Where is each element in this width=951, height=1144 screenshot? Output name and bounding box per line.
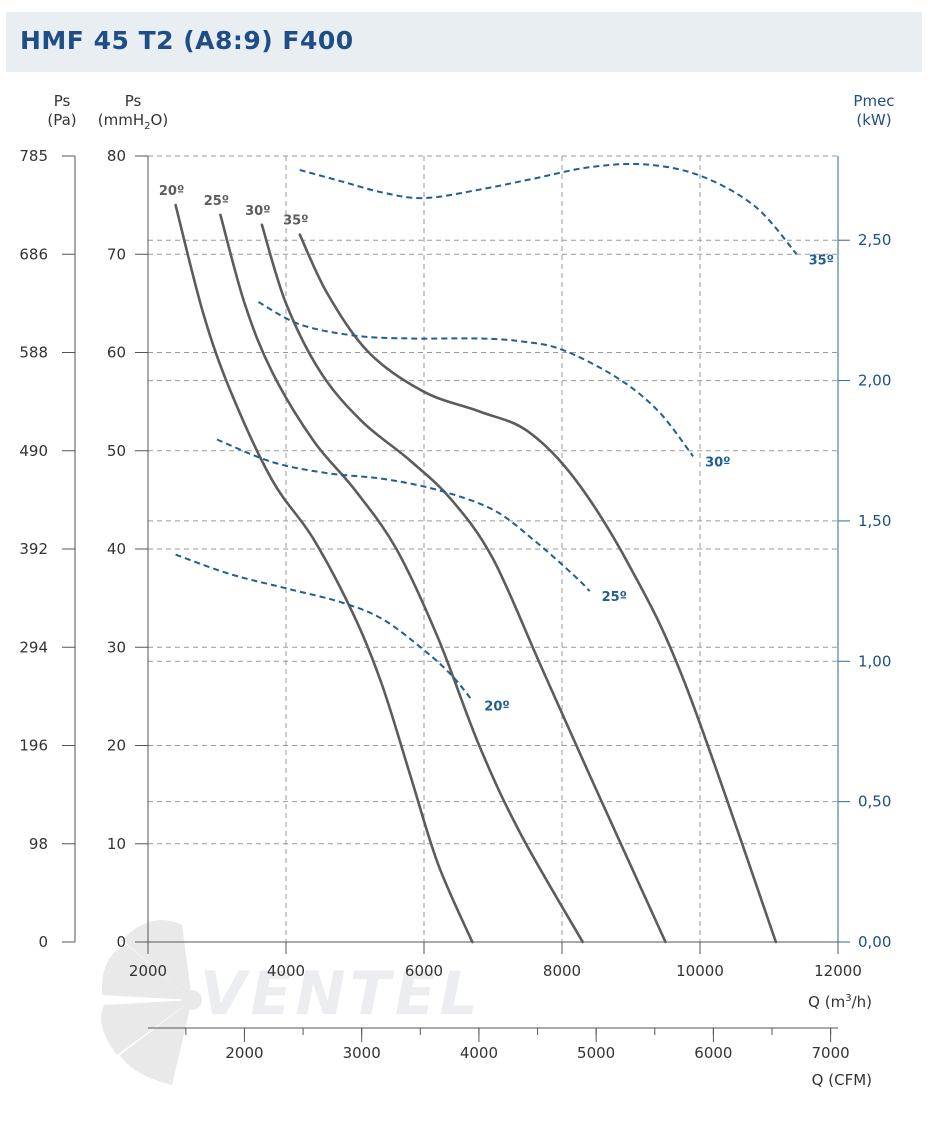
mmh2o-tick-label: 20 [107, 737, 126, 755]
cfm-tick-label: 3000 [343, 1044, 381, 1062]
pressure-curve-label: 20º [159, 184, 184, 199]
pa-tick-label: 785 [19, 147, 48, 165]
kw-tick-label: 0,50 [858, 793, 891, 811]
left-mmh2o-axis-label: Ps [125, 92, 142, 110]
power-curve-label: 30º [705, 455, 730, 470]
mmh2o-tick-label: 10 [107, 835, 126, 853]
power-curve-label: 35º [809, 253, 834, 268]
cfm-tick-label: 5000 [577, 1044, 615, 1062]
pa-tick-label: 196 [19, 737, 48, 755]
cfm-tick-label: 2000 [225, 1044, 263, 1062]
bottom-cfm-axis-label: Q (CFM) [812, 1071, 872, 1089]
power-curves: 20º 25º 30º 35º [175, 162, 834, 715]
m3h-label-part-1: Q (m [808, 993, 845, 1011]
mmh2o-tick-label: 30 [107, 638, 126, 656]
kw-tick-label: 2,50 [858, 231, 891, 249]
pa-tick-label: 686 [19, 245, 48, 263]
kw-tick-label: 1,00 [858, 652, 891, 670]
unit-subscript: 2 [144, 121, 150, 132]
axis-labels: Ps (Pa) Ps (mmH2O) Pmec (kW) Q (m3/h) Q … [47, 92, 894, 1089]
m3h-label-part-2: /h) [852, 993, 872, 1011]
kw-tick-label: 1,50 [858, 512, 891, 530]
pressure-curve [298, 233, 778, 944]
m3h-tick-label: 2000 [129, 962, 167, 980]
m3h-tick-label: 12000 [814, 962, 862, 980]
cfm-tick-label: 7000 [812, 1044, 850, 1062]
watermark: VENTEL [100, 920, 482, 1085]
grid [148, 155, 838, 942]
left-pa-axis-label: Ps [54, 92, 71, 110]
left-pa-axis-unit: (Pa) [47, 111, 76, 129]
left-mmh2o-axis-unit: (mmH2O) [98, 111, 168, 132]
pa-tick-label: 392 [19, 540, 48, 558]
right-kw-axis-label: Pmec [853, 92, 894, 110]
mmh2o-tick-label: 80 [107, 147, 126, 165]
pa-tick-label: 490 [19, 442, 48, 460]
pressure-curve [219, 213, 584, 944]
mmh2o-tick-label: 70 [107, 245, 126, 263]
watermark-text: VENTEL [200, 959, 482, 1029]
m3h-tick-label: 4000 [267, 962, 305, 980]
cfm-tick-label: 4000 [460, 1044, 498, 1062]
pa-tick-label: 294 [19, 638, 48, 656]
kw-tick-label: 2,00 [858, 372, 891, 390]
m3h-tick-label: 10000 [676, 962, 724, 980]
power-curve [299, 162, 798, 255]
bottom-m3h-axis-label: Q (m3/h) [808, 993, 872, 1011]
power-curve-label: 20º [484, 700, 509, 715]
unit-part-2: O) [151, 111, 169, 129]
m3h-tick-label: 8000 [543, 962, 581, 980]
title-bar: HMF 45 T2 (A8:9) F400 [6, 12, 922, 72]
fan-blade-logo-icon [100, 920, 202, 1085]
kw-tick-label: 0,00 [858, 933, 891, 951]
axes: 7856865884903922941969808070605040302010… [19, 147, 891, 1062]
pressure-curve [260, 223, 667, 944]
pa-tick-label: 588 [19, 344, 48, 362]
power-curve [175, 553, 474, 702]
pa-tick-label: 98 [29, 835, 48, 853]
power-curve [257, 301, 694, 458]
mmh2o-tick-label: 0 [116, 933, 126, 951]
power-curve [216, 438, 591, 592]
mmh2o-tick-label: 50 [107, 442, 126, 460]
mmh2o-tick-label: 60 [107, 344, 126, 362]
mmh2o-tick-label: 40 [107, 540, 126, 558]
cfm-tick-label: 6000 [694, 1044, 732, 1062]
m3h-label-superscript: 3 [845, 993, 851, 1004]
pa-tick-label: 0 [38, 933, 48, 951]
m3h-tick-label: 6000 [405, 962, 443, 980]
pressure-curves: 20º 25º 30º 35º [159, 184, 778, 944]
unit-part-1: (mmH [98, 111, 144, 129]
pressure-curve-label: 35º [283, 214, 308, 229]
power-curve-label: 25º [602, 590, 627, 605]
right-kw-axis-unit: (kW) [856, 111, 891, 129]
pressure-curve-label: 30º [245, 204, 270, 219]
page-title: HMF 45 T2 (A8:9) F400 [20, 26, 354, 55]
pressure-curve [174, 203, 474, 944]
pressure-curve-label: 25º [204, 194, 229, 209]
